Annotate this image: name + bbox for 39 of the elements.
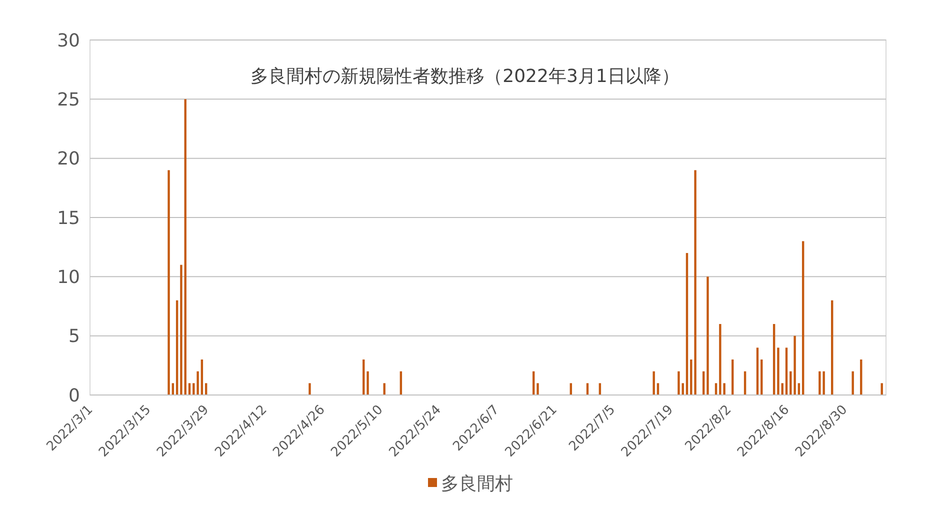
bar (852, 371, 854, 395)
bar (756, 348, 759, 395)
bar (694, 170, 696, 395)
bar (180, 264, 182, 395)
bar (686, 253, 688, 395)
bar (184, 99, 186, 395)
y-tick-label: 25 (57, 89, 80, 110)
bar (200, 360, 204, 395)
bar (822, 371, 825, 395)
bar (777, 348, 780, 395)
bar (719, 324, 722, 395)
bar (176, 300, 178, 395)
text: 多良間村の新規陽性者数推移（2022年3月1日以降） (250, 66, 680, 87)
bar (860, 360, 862, 395)
y-tick-label: 20 (57, 148, 80, 170)
bar (196, 371, 199, 395)
bar (366, 371, 369, 395)
y-tick-label: 15 (57, 208, 80, 229)
bar (760, 360, 763, 395)
bar (706, 276, 709, 395)
y-tick-label: 10 (57, 266, 80, 288)
bar (536, 383, 539, 395)
bar (818, 371, 821, 395)
bar (772, 324, 776, 395)
y-tick-label: 0 (68, 385, 80, 406)
bar (652, 371, 655, 395)
y-tick-label: 5 (68, 326, 80, 348)
bar (802, 241, 804, 395)
bar (168, 170, 170, 395)
bar (678, 371, 680, 395)
bar (308, 383, 311, 395)
bar (831, 300, 834, 395)
bar (794, 336, 796, 395)
legend-label: 多良間村 (441, 473, 513, 494)
bar (785, 348, 788, 395)
y-tick-label: 30 (57, 30, 80, 52)
bar (690, 360, 692, 395)
bar (732, 360, 734, 395)
bar (362, 360, 365, 395)
